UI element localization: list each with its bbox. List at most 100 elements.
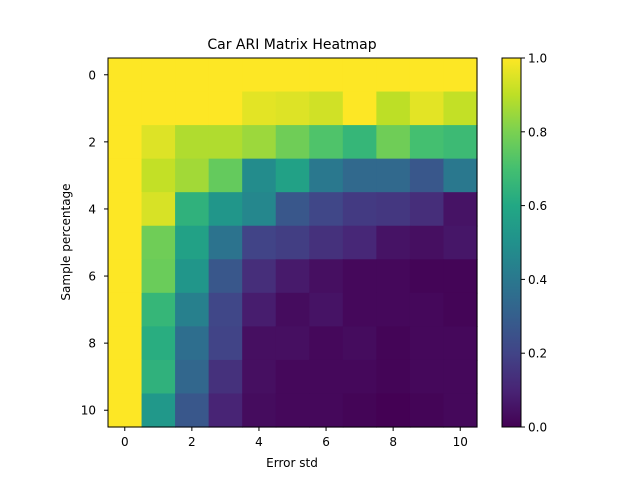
heatmap-cells bbox=[108, 58, 478, 428]
heatmap-cell bbox=[409, 393, 445, 428]
heatmap-cell bbox=[208, 58, 243, 93]
heatmap-cell bbox=[242, 158, 277, 193]
heatmap-cell bbox=[443, 58, 478, 93]
heatmap-cell bbox=[309, 91, 344, 126]
x-tick-label: 8 bbox=[389, 435, 397, 449]
heatmap-cell bbox=[376, 393, 411, 428]
heatmap-cell bbox=[376, 192, 411, 227]
heatmap-cell bbox=[208, 393, 243, 428]
heatmap-cell bbox=[175, 192, 210, 227]
colorbar-tick-label: 1.0 bbox=[528, 52, 547, 66]
heatmap-cell bbox=[242, 359, 277, 395]
chart-title: Car ARI Matrix Heatmap bbox=[207, 37, 376, 53]
heatmap-cell bbox=[108, 292, 143, 327]
heatmap-cell bbox=[443, 326, 478, 361]
heatmap-cell bbox=[309, 158, 344, 193]
heatmap-cell bbox=[443, 259, 478, 294]
heatmap-cell bbox=[108, 225, 143, 260]
heatmap-cell bbox=[208, 158, 243, 193]
heatmap-cell bbox=[108, 91, 143, 126]
colorbar-tick-label: 0.4 bbox=[528, 273, 547, 287]
heatmap-cell bbox=[309, 225, 344, 260]
heatmap-cell bbox=[108, 259, 143, 294]
heatmap-cell bbox=[242, 225, 277, 260]
x-tick-label: 4 bbox=[255, 435, 263, 449]
heatmap-cell bbox=[376, 326, 411, 361]
heatmap-cell bbox=[309, 58, 344, 93]
y-tick-label: 10 bbox=[81, 404, 96, 418]
heatmap-cell bbox=[342, 91, 377, 126]
heatmap-cell bbox=[175, 326, 210, 361]
x-tick-label: 10 bbox=[453, 435, 468, 449]
colorbar-tick-label: 0.8 bbox=[528, 125, 547, 139]
heatmap-cell bbox=[141, 58, 176, 93]
heatmap-cell bbox=[108, 393, 143, 428]
heatmap-cell bbox=[443, 393, 478, 428]
heatmap-cell bbox=[141, 326, 176, 361]
heatmap-cell bbox=[242, 259, 277, 294]
heatmap-cell bbox=[175, 292, 210, 327]
heatmap-cell bbox=[208, 125, 243, 160]
heatmap-cell bbox=[309, 259, 344, 294]
heatmap-cell bbox=[108, 192, 143, 227]
heatmap-cell bbox=[108, 359, 143, 395]
x-axis-label: Error std bbox=[266, 456, 318, 470]
x-tick-label: 0 bbox=[121, 435, 129, 449]
heatmap-cell bbox=[409, 225, 445, 260]
heatmap-cell bbox=[342, 192, 377, 227]
heatmap-cell bbox=[141, 393, 176, 428]
heatmap-cell bbox=[175, 393, 210, 428]
colorbar-ticks: 0.0 0.2 0.4 0.6 0.8 1.0 bbox=[521, 52, 547, 435]
heatmap-cell bbox=[141, 125, 176, 160]
heatmap-cell bbox=[409, 259, 445, 294]
heatmap-cell bbox=[141, 225, 176, 260]
heatmap-cell bbox=[376, 125, 411, 160]
heatmap-cell bbox=[376, 292, 411, 327]
heatmap-cell bbox=[208, 326, 243, 361]
heatmap-cell bbox=[342, 292, 377, 327]
heatmap-cell bbox=[242, 192, 277, 227]
colorbar-tick-label: 0.6 bbox=[528, 199, 547, 213]
colorbar-tick-label: 0.0 bbox=[528, 421, 547, 435]
y-tick-label: 8 bbox=[88, 337, 96, 351]
heatmap-cell bbox=[175, 259, 210, 294]
heatmap-cell bbox=[141, 292, 176, 327]
heatmap-cell bbox=[175, 91, 210, 126]
heatmap-cell bbox=[275, 292, 310, 327]
heatmap-cell bbox=[443, 158, 478, 193]
y-tick-label: 2 bbox=[88, 135, 96, 149]
plot-frame bbox=[107, 57, 478, 428]
heatmap-cell bbox=[141, 359, 176, 395]
heatmap-cell bbox=[141, 91, 176, 126]
y-tick-label: 0 bbox=[88, 68, 96, 82]
heatmap-cell bbox=[242, 125, 277, 160]
x-tick-label: 2 bbox=[188, 435, 196, 449]
heatmap-cell bbox=[275, 326, 310, 361]
heatmap-cell bbox=[242, 326, 277, 361]
heatmap-cell bbox=[141, 158, 176, 193]
heatmap-cell bbox=[242, 58, 277, 93]
heatmap-cell bbox=[443, 91, 478, 126]
heatmap-cell bbox=[175, 225, 210, 260]
heatmap-cell bbox=[443, 359, 478, 395]
heatmap-cell bbox=[242, 292, 277, 327]
heatmap-cell bbox=[342, 58, 377, 93]
heatmap-cell bbox=[175, 359, 210, 395]
x-axis-ticks: 0 2 4 6 8 10 bbox=[121, 427, 468, 449]
heatmap-cell bbox=[108, 125, 143, 160]
heatmap-cell bbox=[208, 91, 243, 126]
heatmap-cell bbox=[175, 125, 210, 160]
heatmap-cell bbox=[409, 359, 445, 395]
y-tick-label: 6 bbox=[88, 270, 96, 284]
heatmap-cell bbox=[443, 292, 478, 327]
heatmap-cell bbox=[376, 259, 411, 294]
heatmap-cell bbox=[309, 192, 344, 227]
heatmap-cell bbox=[208, 192, 243, 227]
heatmap-cell bbox=[376, 158, 411, 193]
heatmap-cell bbox=[309, 359, 344, 395]
heatmap-cell bbox=[342, 259, 377, 294]
heatmap-cell bbox=[208, 259, 243, 294]
heatmap-cell bbox=[409, 158, 445, 193]
heatmap-cell bbox=[342, 125, 377, 160]
